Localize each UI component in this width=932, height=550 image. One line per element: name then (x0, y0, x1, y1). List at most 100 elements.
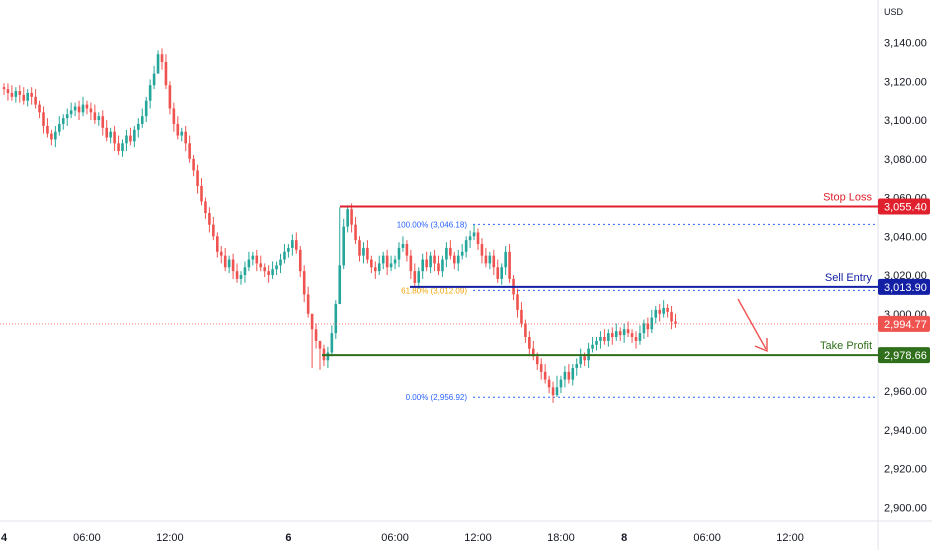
price-tick-label: 3,080.00 (884, 154, 927, 166)
candle-body (528, 337, 531, 349)
candle-body (247, 259, 251, 268)
candle-body (520, 309, 523, 324)
price-tick-label: 3,140.00 (884, 38, 927, 50)
candle-body (559, 379, 563, 388)
candle-body (231, 259, 235, 272)
fibonacci-retracement[interactable]: 100.00% (3,046.18) 61.80% (3,012.09) 0.00%… (397, 220, 878, 402)
candle-body (460, 251, 464, 256)
stop-loss-price: 3,055.40 (884, 201, 927, 213)
candle-body (267, 271, 270, 276)
candle-body (385, 255, 389, 268)
candle-body (583, 356, 586, 361)
candle-body (168, 85, 172, 109)
candle-body (532, 348, 535, 357)
downtrend-arrow-icon[interactable] (737, 298, 768, 353)
candle-body (622, 329, 626, 336)
candle-body (97, 116, 101, 121)
candle-body (2, 87, 6, 90)
candle-body (504, 251, 507, 268)
price-tick-label: 3,100.00 (884, 115, 927, 127)
candle-body (113, 131, 116, 144)
candle-body (354, 224, 357, 241)
time-tick-label: 4 (1, 532, 8, 544)
candle-body (129, 135, 132, 142)
stop-loss-price-tag (878, 198, 930, 215)
candle-body (370, 259, 373, 268)
candle-body (421, 259, 424, 272)
time-tick-label: 06:00 (693, 532, 721, 544)
candle-body (449, 247, 452, 256)
candle-body (626, 329, 630, 334)
candle-body (567, 371, 571, 380)
time-tick-label: 12:00 (776, 532, 804, 544)
time-tick-label: 06:00 (381, 532, 409, 544)
candle-body (670, 311, 673, 322)
candle-body (547, 379, 551, 388)
candle-body (176, 123, 180, 136)
candle-body (42, 112, 45, 126)
candlestick-series (2, 48, 677, 403)
candle-body (401, 244, 405, 248)
candle-body (441, 259, 444, 272)
candle-body (374, 267, 377, 272)
candle-body (26, 92, 29, 101)
candle-body (46, 125, 49, 134)
candle-body (144, 100, 148, 117)
candle-body (338, 265, 342, 305)
candle-body (156, 54, 160, 74)
candle-body (508, 251, 511, 279)
candle-body (658, 309, 661, 314)
time-axis[interactable]: 4 06:00 12:00 6 06:00 12:00 18:00 8 06:00 12:00 (1, 532, 804, 544)
candle-body (140, 116, 144, 124)
price-tick-label: 3,120.00 (884, 76, 927, 88)
candle-body (38, 104, 41, 113)
candle-body (85, 104, 89, 109)
candle-body (212, 224, 215, 237)
candle-body (263, 267, 266, 272)
candle-body (417, 271, 421, 283)
candle-body (69, 110, 73, 115)
candle-body (188, 143, 191, 159)
price-tick-label: 2,940.00 (884, 425, 927, 437)
candle-body (642, 323, 646, 334)
candle-body (196, 170, 199, 186)
candle-body (516, 294, 519, 310)
candle-body (50, 133, 53, 140)
candle-body (630, 333, 634, 338)
candle-body (152, 73, 156, 86)
time-tick-label: 8 (621, 532, 627, 544)
candle-body (117, 143, 120, 152)
candle-body (599, 337, 602, 341)
candle-body (397, 247, 401, 260)
candle-body (287, 247, 290, 252)
candle-body (6, 89, 10, 93)
take-profit-price: 2,978.66 (884, 350, 927, 362)
candle-body (326, 352, 330, 361)
candle-body (223, 255, 227, 268)
time-tick-label: 6 (285, 532, 291, 544)
candle-body (607, 333, 610, 341)
trade-levels[interactable]: Stop Loss Sell Entry Take Profit 3,055.4… (0, 191, 930, 364)
candle-body (58, 123, 61, 132)
candle-body (358, 240, 361, 256)
candle-body (164, 61, 168, 86)
candle-body (366, 247, 369, 260)
candle-body (551, 387, 555, 396)
candle-body (393, 259, 397, 264)
candle-body (216, 236, 219, 252)
candle-body (310, 313, 314, 330)
candle-body (377, 263, 381, 272)
candle-body (579, 356, 582, 365)
candle-body (255, 255, 259, 264)
candle-body (571, 367, 575, 380)
candle-body (275, 265, 278, 270)
candle-body (105, 127, 108, 138)
candle-body (306, 294, 310, 314)
candle-body (314, 329, 318, 341)
candle-body (603, 337, 606, 341)
candle-body (666, 307, 669, 312)
candle-body (535, 356, 539, 365)
candle-body (192, 158, 195, 171)
